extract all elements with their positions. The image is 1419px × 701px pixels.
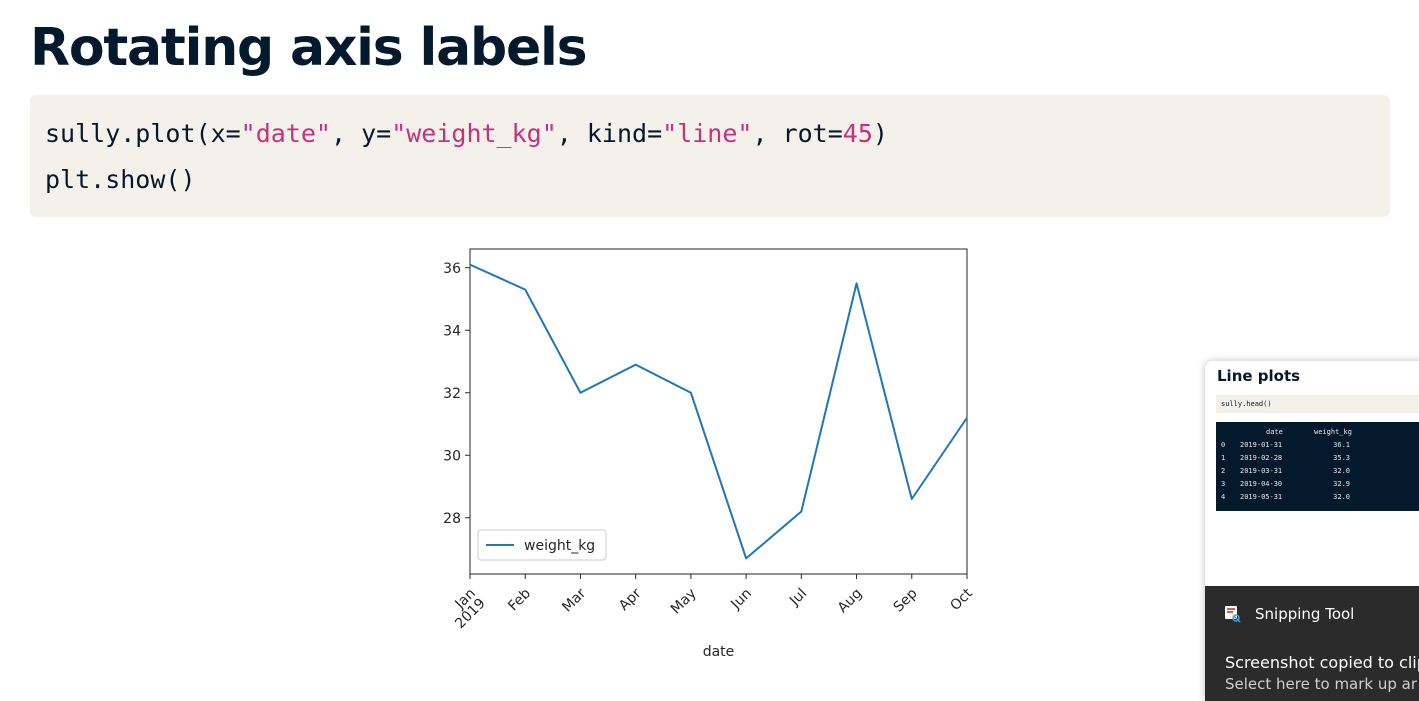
code-token: , kind=	[557, 119, 662, 148]
toast-subtext[interactable]: Select here to mark up ar	[1225, 675, 1417, 693]
snipping-toast[interactable]: Snipping Tool Screenshot copied to clip …	[1205, 586, 1419, 701]
code-line: sully.plot(x="date", y="weight_kg", kind…	[45, 111, 1375, 157]
thumbnail-table-row: 3 2019-04-30 32.9	[1216, 480, 1419, 492]
code-token: sully.plot(x=	[45, 119, 241, 148]
x-tick-label: Feb	[505, 585, 534, 614]
x-tick-label: Mar	[559, 585, 589, 615]
y-tick-label: 34	[443, 323, 461, 339]
thumbnail-table-cell: 32.9	[1314, 480, 1350, 488]
thumbnail-table: date weight_kg 0 2019-01-31 36.1 1 2019-02-28 3…	[1216, 422, 1419, 511]
thumbnail-table-cell: 2019-03-31	[1240, 467, 1282, 475]
thumbnail-table-cell: 2019-04-30	[1240, 480, 1282, 488]
x-tick-label: Jan2019	[442, 586, 488, 632]
thumbnail-code: sully.head()	[1216, 395, 1419, 413]
x-tick-label: Sep	[891, 585, 921, 615]
thumbnail-title: Line plots	[1217, 367, 1300, 385]
y-tick-label: 28	[443, 511, 461, 527]
thumbnail-table-row: 2 2019-03-31 32.0	[1216, 467, 1419, 479]
toast-app-name: Snipping Tool	[1255, 605, 1354, 623]
thumbnail-table-cell: 2019-01-31	[1240, 441, 1282, 449]
thumbnail-table-cell: 2019-05-31	[1240, 493, 1282, 501]
code-block: sully.plot(x="date", y="weight_kg", kind…	[30, 95, 1390, 217]
thumbnail-table-header: date weight_kg	[1216, 428, 1419, 440]
x-tick-label: Oct	[947, 585, 976, 614]
thumbnail-table-cell: weight_kg	[1314, 428, 1350, 436]
thumbnail-table-row: 1 2019-02-28 35.3	[1216, 454, 1419, 466]
x-tick-label: Apr	[616, 585, 645, 614]
slide-title: Rotating axis labels	[30, 14, 586, 82]
line-chart: 28 30 32 34 36 Jan2019 Feb Mar Apr May Jun Jul Aug Se…	[420, 236, 1000, 666]
thumbnail-table-cell: 3	[1221, 480, 1225, 488]
x-tick-label: May	[668, 586, 700, 618]
legend-label: weight_kg	[524, 538, 595, 554]
thumbnail-table-cell: 4	[1221, 493, 1225, 501]
thumbnail-table-cell: 32.0	[1314, 493, 1350, 501]
thumbnail-table-row: 4 2019-05-31 32.0	[1216, 493, 1419, 505]
plot-frame	[470, 249, 967, 574]
y-tick-label: 36	[443, 261, 461, 277]
thumbnail-table-cell: 32.0	[1314, 467, 1350, 475]
thumbnail-table-cell: 35.3	[1314, 454, 1350, 462]
code-string: "date"	[241, 119, 331, 148]
code-token: , y=	[331, 119, 391, 148]
code-token: )	[873, 119, 888, 148]
x-tick-label: Jul	[786, 586, 810, 610]
thumbnail-table-cell: 2	[1221, 467, 1225, 475]
thumbnail-table-cell: date	[1266, 428, 1283, 436]
code-string: "weight_kg"	[391, 119, 557, 148]
code-line: plt.show()	[45, 157, 1375, 203]
code-number: 45	[843, 119, 873, 148]
thumbnail-table-cell: 1	[1221, 454, 1225, 462]
y-tick-label: 30	[443, 448, 461, 464]
snipping-tool-icon	[1224, 605, 1242, 623]
code-token: plt.show()	[45, 165, 196, 194]
thumbnail-table-cell: 2019-02-28	[1240, 454, 1282, 462]
code-token: , rot=	[752, 119, 842, 148]
x-axis-label: date	[703, 644, 735, 660]
thumbnail-table-row: 0 2019-01-31 36.1	[1216, 441, 1419, 453]
thumbnail-table-cell: 36.1	[1314, 441, 1350, 449]
code-string: "line"	[662, 119, 752, 148]
x-tick-label: Jun	[727, 586, 754, 613]
x-tick-label: Aug	[835, 586, 866, 617]
toast-heading: Screenshot copied to clip	[1225, 653, 1419, 672]
y-tick-label: 32	[443, 386, 461, 402]
thumbnail-table-cell: 0	[1221, 441, 1225, 449]
